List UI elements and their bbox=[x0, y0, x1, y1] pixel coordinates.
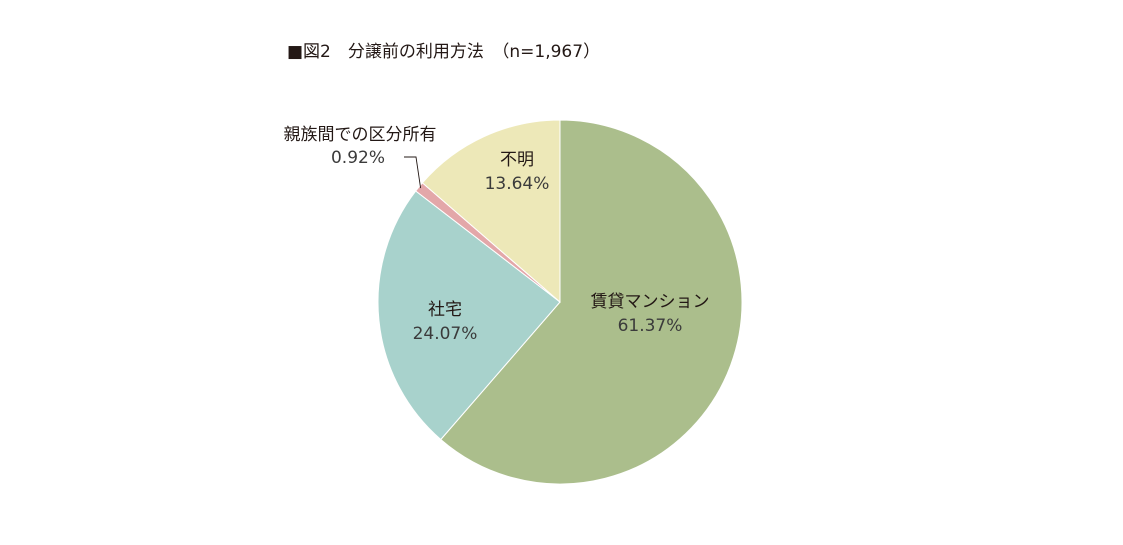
slice-value-label: 24.07% bbox=[413, 324, 478, 344]
slice-value-label: 0.92% bbox=[331, 148, 385, 168]
pie-slice bbox=[377, 190, 561, 441]
slice-label: 親族間での区分所有 bbox=[284, 125, 437, 145]
slice-value-label: 13.64% bbox=[485, 174, 550, 194]
pie-slices bbox=[377, 119, 743, 485]
slice-label: 社宅 bbox=[428, 300, 462, 320]
leader-line bbox=[404, 156, 422, 189]
pie-labels: 賃貸マンション 61.37% 社宅 24.07% 親族間での区分所有 0.92% 不明 13.… bbox=[284, 125, 710, 344]
pie-slice bbox=[440, 119, 743, 485]
slice-label: 不明 bbox=[500, 150, 534, 170]
pie-slice bbox=[421, 119, 561, 304]
slice-label: 賃貸マンション bbox=[591, 292, 710, 312]
slice-value-label: 61.37% bbox=[618, 316, 683, 336]
chart-title: ■図2 分譲前の利用方法 （n=1,967） bbox=[287, 42, 600, 62]
